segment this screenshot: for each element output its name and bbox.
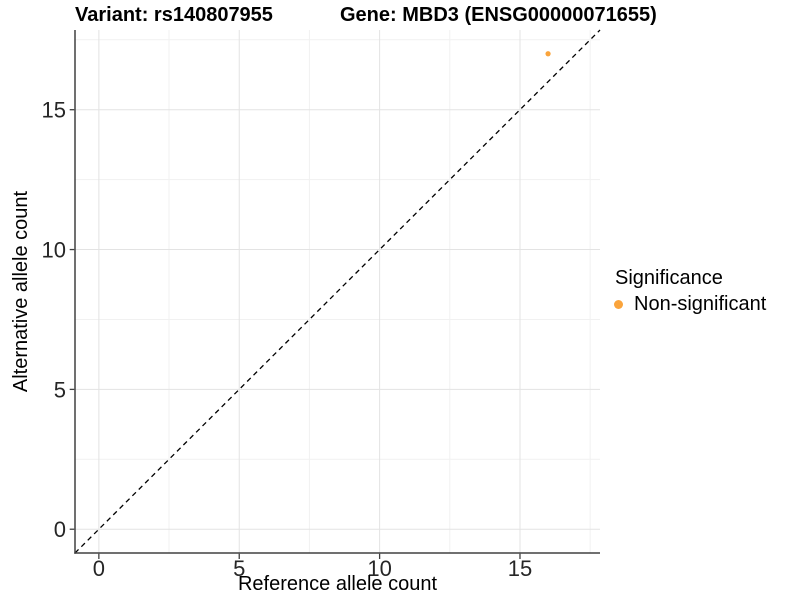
legend-swatch-dot-icon: [614, 300, 623, 309]
y-tick-label: 5: [54, 377, 66, 402]
legend-title: Significance: [615, 267, 723, 289]
x-tick-label: 0: [93, 556, 105, 581]
x-tick-label: 5: [233, 556, 245, 581]
legend-item-label: Non-significant: [634, 293, 767, 315]
y-tick-label: 10: [42, 237, 66, 262]
legend: Significance Non-significant: [612, 267, 766, 316]
variant-title: Variant: rs140807955: [75, 4, 273, 26]
y-axis-label: Alternative allele count: [10, 190, 32, 393]
y-tick-label: 15: [42, 98, 66, 123]
data-point: [545, 51, 551, 57]
x-axis-label: Reference allele count: [237, 573, 437, 595]
x-tick-label: 10: [367, 556, 391, 581]
legend-item-non-significant: Non-significant: [612, 293, 766, 316]
x-tick-label: 15: [508, 556, 532, 581]
y-tick-label: 0: [54, 517, 66, 542]
identity-dashed-line: [74, 29, 601, 554]
gene-title: Gene: MBD3 (ENSG00000071655): [340, 4, 657, 26]
